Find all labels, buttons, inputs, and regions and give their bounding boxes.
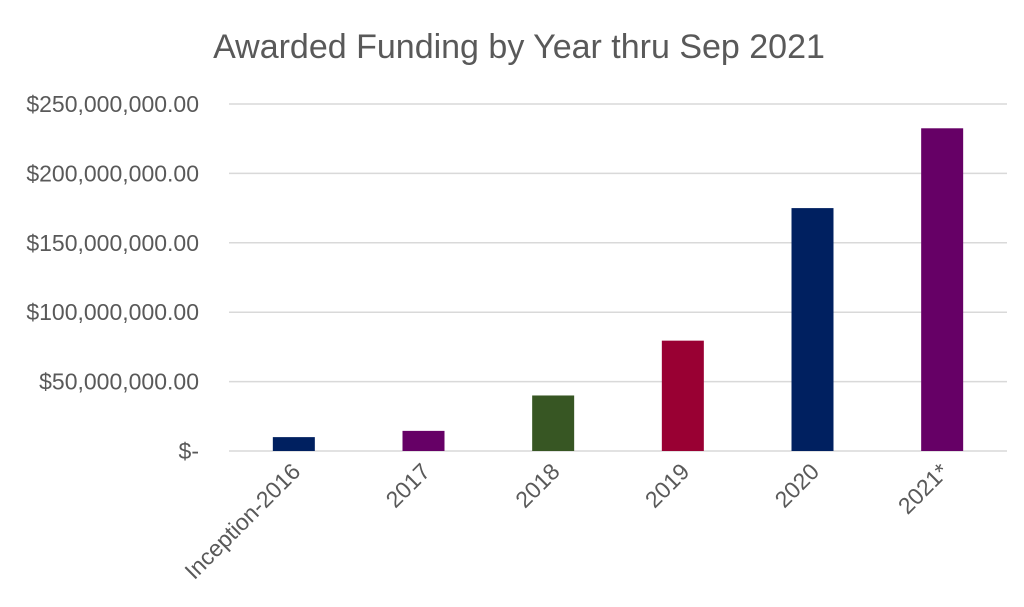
- bar: [921, 128, 964, 452]
- gridlines: [229, 103, 1007, 452]
- bars: [272, 128, 964, 452]
- y-tick-label: $-: [179, 438, 199, 464]
- x-tick-label: 2018: [510, 458, 565, 513]
- x-tick-label: 2019: [640, 458, 695, 513]
- y-tick-label: $100,000,000.00: [26, 299, 199, 325]
- bar: [272, 437, 315, 451]
- bar: [791, 208, 834, 451]
- x-tick-label: 2017: [380, 458, 435, 513]
- bar: [402, 430, 445, 451]
- chart-title: Awarded Funding by Year thru Sep 2021: [213, 28, 825, 66]
- y-tick-label: $50,000,000.00: [39, 369, 199, 395]
- x-tick-label: 2021*: [893, 458, 954, 519]
- y-tick-label: $250,000,000.00: [26, 91, 199, 117]
- bar: [532, 395, 575, 451]
- x-tick-label: Inception-2016: [179, 458, 305, 584]
- y-tick-label: $200,000,000.00: [26, 160, 199, 186]
- y-tick-label: $150,000,000.00: [26, 230, 199, 256]
- y-axis-tick-labels: $- $50,000,000.00 $100,000,000.00 $150,000,…: [26, 91, 199, 464]
- x-axis-tick-labels: Inception-2016 2017 2018 2019 2020 2021*: [179, 458, 953, 584]
- bar: [661, 340, 704, 451]
- x-tick-label: 2020: [769, 458, 824, 513]
